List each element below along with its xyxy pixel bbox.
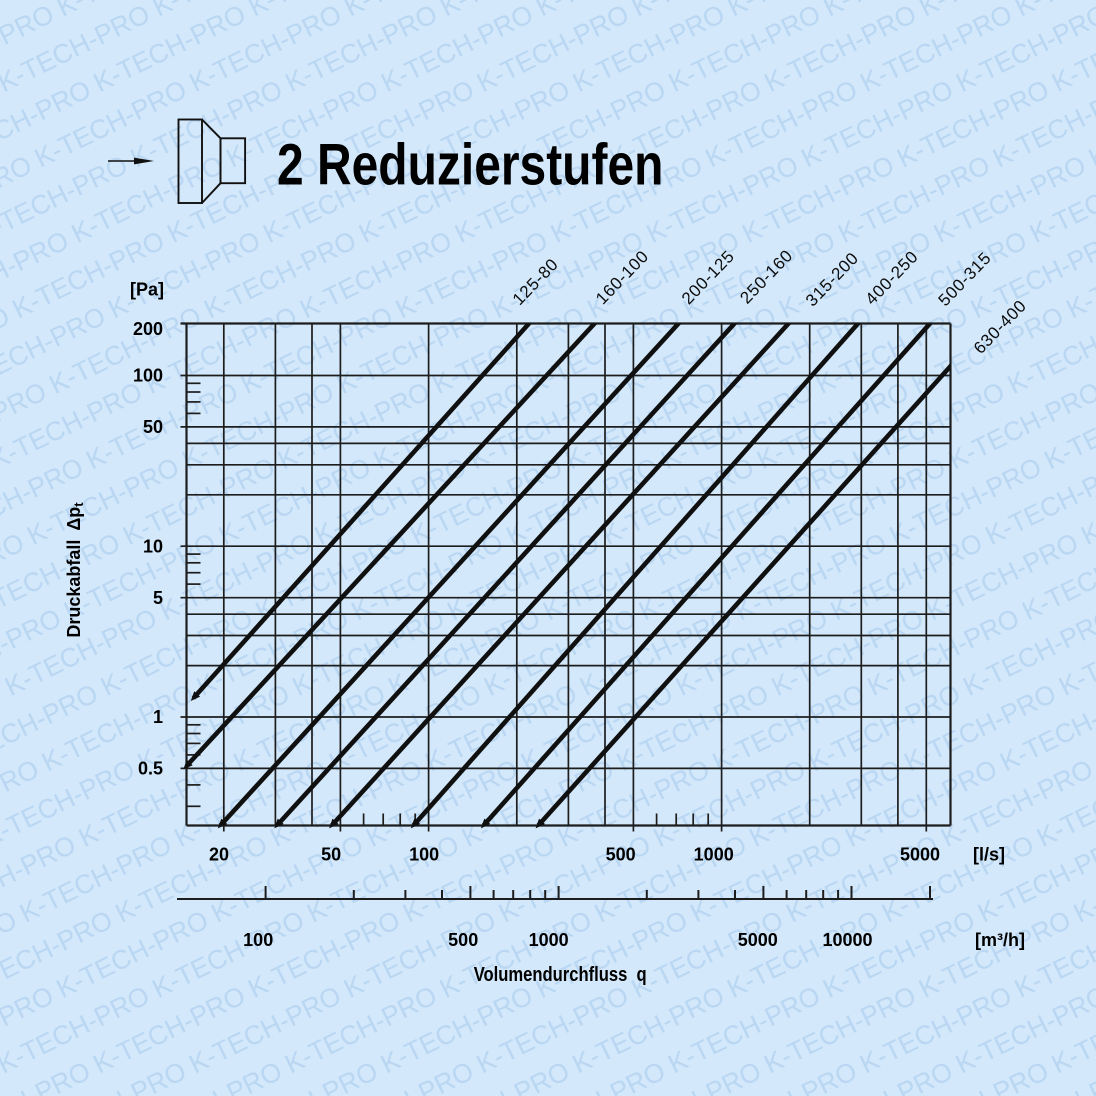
svg-text:1000: 1000 (529, 930, 569, 950)
svg-text:50: 50 (143, 417, 163, 437)
svg-text:50: 50 (321, 844, 341, 864)
svg-text:DruckabfallΔpt: DruckabfallΔpt (64, 502, 86, 638)
svg-text:20: 20 (209, 844, 229, 864)
svg-text:10000: 10000 (822, 930, 872, 950)
svg-text:2 Reduzierstufen: 2 Reduzierstufen (277, 133, 663, 198)
svg-text:100: 100 (243, 930, 273, 950)
svg-text:[l/s]: [l/s] (973, 844, 1005, 864)
svg-text:500: 500 (606, 844, 636, 864)
svg-text:10: 10 (143, 537, 163, 557)
svg-text:1: 1 (153, 707, 163, 727)
svg-text:0.5: 0.5 (138, 759, 163, 779)
svg-text:100: 100 (133, 366, 163, 386)
svg-text:500: 500 (448, 930, 478, 950)
svg-text:5: 5 (153, 588, 163, 608)
svg-text:1000: 1000 (694, 844, 734, 864)
svg-text:[Pa]: [Pa] (130, 280, 164, 300)
svg-text:100: 100 (409, 844, 439, 864)
svg-text:5000: 5000 (900, 844, 940, 864)
svg-text:200: 200 (133, 319, 163, 339)
svg-text:Volumendurchfluss q: Volumendurchfluss q (474, 963, 647, 986)
svg-text:5000: 5000 (738, 930, 778, 950)
svg-text:[m³/h]: [m³/h] (975, 930, 1025, 950)
